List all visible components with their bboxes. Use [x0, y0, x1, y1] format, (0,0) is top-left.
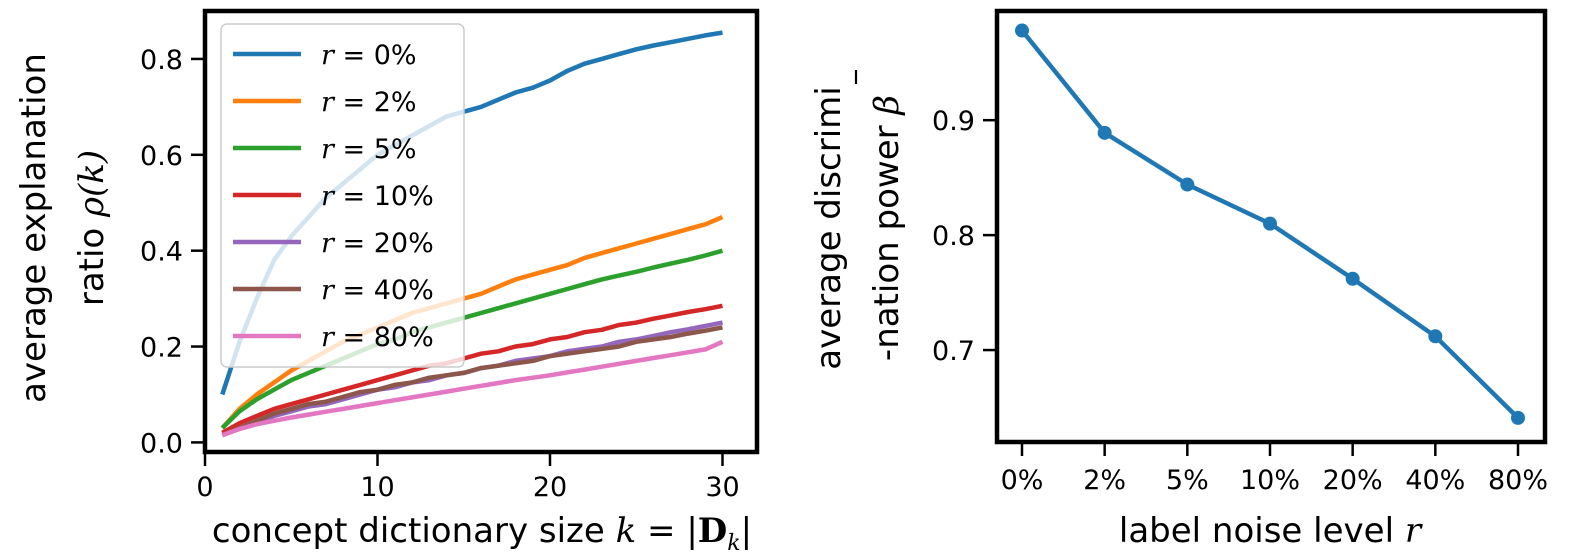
right-x-label: label noise level r	[1119, 511, 1423, 551]
data-point-0	[1015, 23, 1029, 38]
y-tick-label: 0.6	[140, 141, 183, 172]
y-tick-label: 0.8	[932, 221, 975, 252]
right-y-label-line1: average discrimi	[809, 86, 849, 369]
data-point-4	[1345, 271, 1360, 286]
y-tick-label: 0.2	[140, 333, 183, 364]
y-tick-label: 0.7	[932, 336, 975, 367]
data-point-6	[1511, 410, 1525, 425]
x-tick-label: 20	[533, 472, 567, 503]
x-tick-label: 40%	[1405, 465, 1465, 496]
left-plot-frame	[202, 8, 760, 455]
x-tick-label: 80%	[1488, 465, 1548, 496]
left-y-label-line2: ratio ρ(k)	[72, 150, 112, 306]
series-line-6	[221, 339, 724, 438]
x-tick-label: 30	[705, 472, 739, 503]
y-tick-label: 0.8	[140, 45, 183, 76]
x-tick-label: 0	[196, 472, 213, 503]
series-line-5	[221, 325, 723, 438]
legend-label-3: r = 10%	[321, 181, 434, 212]
data-point-5	[1428, 329, 1443, 344]
data-point-2	[1180, 177, 1195, 192]
right-y-ticks: 0.7 0.8 0.9	[932, 106, 995, 367]
left-x-ticks: 0 10 20 30	[196, 454, 740, 503]
x-tick-label: 5%	[1166, 465, 1209, 496]
y-tick-label: 0.0	[140, 428, 183, 459]
left-x-label: concept dictionary size k = |Dk|	[212, 511, 752, 556]
legend-label-4: r = 20%	[321, 228, 434, 259]
right-chart: 0% 2% 5% 10% 20% 40% 80% 0.7 0.8 0.9 average dis…	[809, 8, 1548, 551]
right-x-ticks: 0% 2% 5% 10% 20% 40% 80%	[1001, 444, 1548, 496]
left-y-label-line1: average explanation	[14, 53, 54, 403]
legend-label-0: r = 0%	[321, 40, 417, 71]
x-tick-label: 2%	[1083, 465, 1126, 496]
legend-label-2: r = 5%	[321, 134, 417, 165]
legend: r = 0% r = 2% r = 5% r = 10% r = 20% r = 40% r…	[220, 23, 465, 368]
right-y-label-line2: -nation power β	[867, 95, 907, 361]
legend-label-1: r = 2%	[321, 87, 417, 118]
x-tick-label: 10	[360, 472, 394, 503]
data-point-1	[1097, 125, 1112, 140]
y-tick-label: 0.4	[140, 237, 183, 268]
left-y-ticks: 0.0 0.2 0.4 0.6 0.8	[140, 45, 203, 459]
right-plot-frame	[994, 8, 1548, 445]
x-tick-label: 10%	[1240, 465, 1300, 496]
y-tick-label: 0.9	[932, 106, 975, 137]
beta-bar-symbol: β	[867, 95, 907, 117]
legend-label-6: r = 80%	[321, 322, 434, 353]
series-line-2	[220, 248, 724, 430]
data-point-3	[1263, 216, 1277, 231]
legend-box	[220, 23, 465, 368]
legend-label-5: r = 40%	[321, 275, 434, 306]
series-line-3	[221, 303, 723, 435]
left-chart: 0 10 20 30 0.00.20.40.60.8 r = 0%r = 2%r = …	[14, 8, 760, 556]
x-tick-label: 20%	[1323, 465, 1383, 496]
x-tick-label: 0%	[1001, 465, 1044, 496]
right-series-line	[1015, 23, 1525, 425]
